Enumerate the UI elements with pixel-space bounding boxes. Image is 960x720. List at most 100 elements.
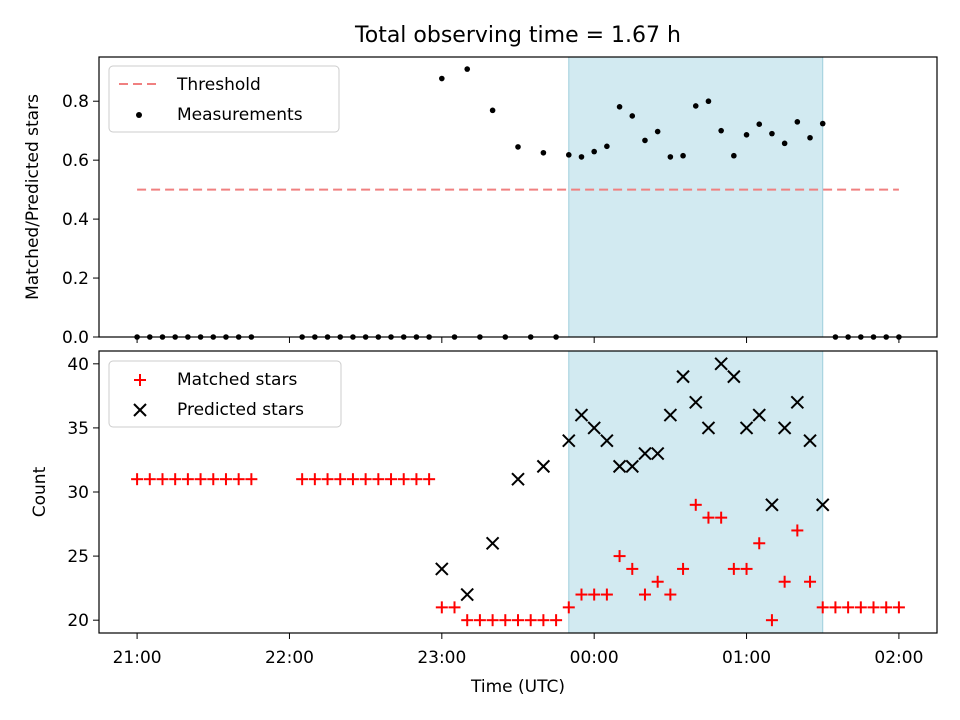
matched-star-marker — [816, 601, 829, 614]
matched-star-marker — [778, 575, 791, 588]
matched-star-marker — [232, 473, 245, 486]
matched-star-marker — [372, 473, 385, 486]
bottom-x-tick-label: 22:00 — [265, 648, 314, 668]
predicted-star-marker — [676, 369, 690, 384]
predicted-star-marker — [701, 421, 716, 435]
matched-star-marker — [702, 511, 715, 524]
top-y-axis: 0.0 0.2 0.4 0.6 0.8 — [62, 92, 99, 348]
predicted-star-marker — [485, 536, 500, 550]
top-y-label: Matched/Predicted stars — [23, 94, 43, 300]
predicted-star-marker — [587, 421, 601, 435]
matched-star-marker — [562, 601, 575, 614]
bottom-legend-matched-swatch — [134, 374, 146, 386]
matched-star-marker — [727, 562, 740, 575]
matched-star-marker — [308, 473, 321, 486]
bottom-x-label: Time (UTC) — [470, 677, 565, 697]
matched-star-marker — [524, 614, 537, 627]
matched-star-marker — [194, 473, 207, 486]
measurement-point — [629, 113, 636, 119]
bottom-legend-predicted-swatch — [133, 403, 147, 417]
matched-star-marker — [677, 562, 690, 575]
matched-star-marker — [829, 601, 842, 614]
matched-star-marker — [359, 473, 372, 486]
predicted-star-marker — [562, 434, 576, 448]
matched-star-marker — [207, 473, 220, 486]
bottom-y-tick-label: 20 — [67, 611, 89, 631]
matched-star-marker — [397, 473, 410, 486]
matched-star-marker — [512, 614, 524, 627]
measurement-point — [718, 127, 724, 134]
top-shade — [568, 56, 824, 338]
measurement-point — [464, 66, 471, 72]
matched-star-marker — [296, 473, 309, 486]
matched-star-marker — [156, 473, 169, 486]
measurement-point — [515, 144, 521, 150]
measurement-point — [439, 75, 445, 82]
measurement-point — [781, 140, 788, 147]
bottom-shade — [568, 350, 824, 634]
bottom-legend: Matched stars Predicted stars — [108, 360, 342, 428]
top-y-tick-label: 0.4 — [62, 210, 89, 230]
matched-star-marker — [486, 614, 499, 627]
measurement-point — [692, 103, 699, 109]
top-y-tick-label: 0.2 — [62, 269, 89, 289]
matched-star-marker — [880, 601, 893, 614]
matched-star-marker — [181, 473, 194, 486]
predicted-star-marker — [816, 498, 830, 512]
matched-star-marker — [765, 614, 778, 627]
bottom-axes-frame — [98, 350, 938, 634]
matched-star-marker — [537, 614, 550, 627]
bottom-y-axis: 20 25 30 35 40 — [67, 355, 99, 631]
matched-star-marker — [753, 537, 766, 550]
predicted-star-marker — [727, 369, 741, 384]
top-panel: 0.00.20.40.60.8 Matched/Predicted stars … — [23, 56, 938, 348]
measurement-point — [489, 107, 496, 114]
bottom-y-tick-label: 25 — [67, 547, 89, 567]
top-y-tick-label: 0.0 — [62, 328, 89, 348]
predicted-star-marker — [803, 434, 817, 448]
predicted-star-marker — [689, 395, 703, 409]
matched-star-marker — [346, 473, 359, 486]
matched-star-marker — [588, 588, 601, 601]
matched-star-marker — [334, 473, 347, 486]
predicted-star-marker — [511, 472, 525, 486]
measurement-point — [578, 154, 585, 160]
predicted-star-marker — [625, 459, 639, 474]
bottom-x-tick-label: 01:00 — [722, 648, 771, 668]
chart-title: Total observing time = 1.67 h — [354, 23, 681, 48]
top-y-tick-label: 0.6 — [62, 151, 89, 171]
bottom-y-tick-label: 35 — [67, 419, 89, 439]
matched-star-marker — [854, 601, 867, 614]
matched-star-marker — [892, 601, 905, 614]
top-legend-measurements-label: Measurements — [177, 105, 303, 125]
bottom-y-tick-label: 30 — [67, 483, 89, 503]
bottom-legend-predicted-label: Predicted stars — [177, 400, 304, 420]
matched-star-marker — [550, 614, 563, 627]
matched-star-marker — [143, 473, 156, 486]
top-legend: Threshold Measurements — [108, 65, 340, 133]
measurement-point — [743, 132, 750, 138]
matched-star-marker — [131, 473, 144, 486]
top-x-ticks — [136, 337, 900, 343]
measurement-point — [591, 148, 597, 155]
matched-star-marker — [791, 524, 804, 537]
matched-star-marker — [473, 614, 486, 627]
predicted-star-marker — [600, 434, 614, 448]
predicted-star-marker — [790, 395, 805, 409]
bottom-matched-stars — [131, 473, 905, 627]
predicted-star-marker — [739, 421, 754, 435]
measurement-point — [731, 152, 737, 159]
bottom-x-axis: 21:00 22:00 23:00 00:00 01:00 02:00 — [113, 633, 923, 668]
bottom-y-label: Count — [30, 466, 50, 517]
measurement-point — [756, 121, 763, 127]
measurement-point — [667, 154, 674, 160]
matched-star-marker — [638, 588, 651, 601]
matched-star-marker — [689, 498, 702, 511]
measurement-point — [565, 152, 572, 158]
matched-star-marker — [410, 473, 423, 486]
predicted-star-marker — [536, 459, 551, 474]
top-legend-box — [108, 65, 340, 133]
measurement-point — [642, 137, 648, 144]
predicted-star-marker — [714, 357, 728, 371]
